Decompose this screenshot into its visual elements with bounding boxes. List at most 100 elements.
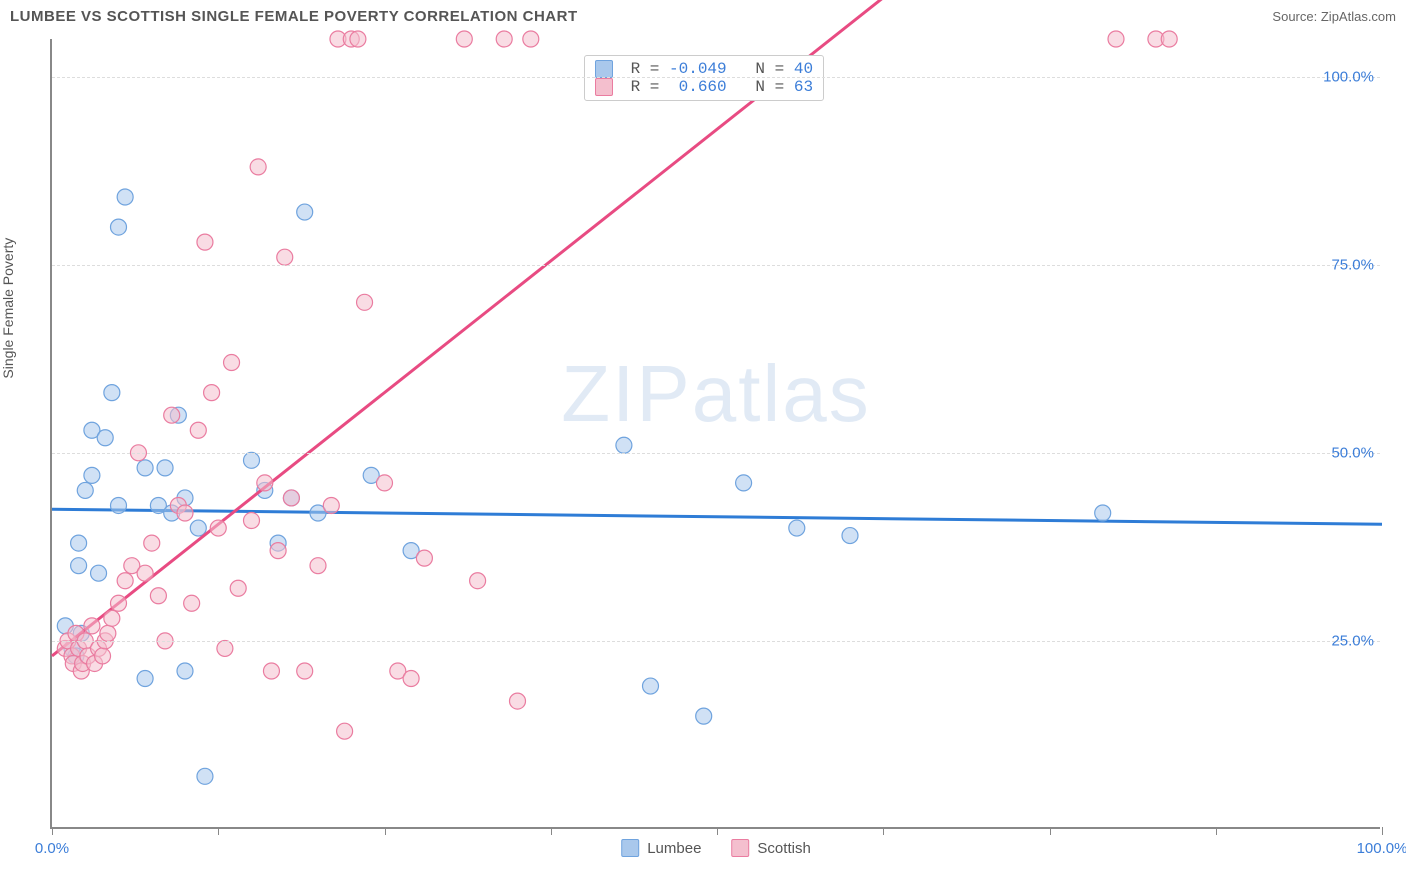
data-point	[184, 595, 200, 611]
legend-item: Lumbee	[621, 839, 701, 857]
data-point	[197, 768, 213, 784]
stats-row: R = -0.049 N = 40	[595, 60, 813, 78]
gridline	[52, 265, 1380, 266]
data-point	[71, 558, 87, 574]
data-point	[224, 355, 240, 371]
data-point	[323, 497, 339, 513]
data-point	[230, 580, 246, 596]
data-point	[297, 663, 313, 679]
data-point	[111, 497, 127, 513]
data-point	[643, 678, 659, 694]
data-point	[190, 422, 206, 438]
legend-swatch	[621, 839, 639, 857]
data-point	[736, 475, 752, 491]
data-point	[95, 648, 111, 664]
data-point	[337, 723, 353, 739]
data-point	[117, 189, 133, 205]
series-swatch	[595, 78, 613, 96]
data-point	[150, 588, 166, 604]
data-point	[616, 437, 632, 453]
data-point	[84, 618, 100, 634]
data-point	[283, 490, 299, 506]
data-point	[164, 407, 180, 423]
x-tick	[1050, 827, 1051, 835]
y-tick-label: 100.0%	[1323, 68, 1374, 85]
data-point	[377, 475, 393, 491]
data-point	[177, 505, 193, 521]
gridline	[52, 77, 1380, 78]
data-point	[696, 708, 712, 724]
gridline	[52, 641, 1380, 642]
source-credit: Source: ZipAtlas.com	[1272, 9, 1396, 24]
data-point	[111, 219, 127, 235]
data-point	[1161, 31, 1177, 47]
legend-bottom: Lumbee Scottish	[621, 839, 811, 857]
x-tick	[551, 827, 552, 835]
data-point	[842, 528, 858, 544]
data-point	[270, 543, 286, 559]
x-tick	[385, 827, 386, 835]
x-tick	[1382, 827, 1383, 835]
legend-label: Scottish	[757, 840, 810, 857]
y-axis-label: Single Female Poverty	[0, 238, 16, 379]
data-point	[277, 249, 293, 265]
data-point	[350, 31, 366, 47]
chart-container: Single Female Poverty ZIPatlas R = -0.04…	[10, 29, 1396, 869]
data-point	[104, 610, 120, 626]
gridline	[52, 453, 1380, 454]
x-tick	[1216, 827, 1217, 835]
data-point	[84, 467, 100, 483]
data-point	[137, 671, 153, 687]
source-link[interactable]: ZipAtlas.com	[1321, 9, 1396, 24]
data-point	[523, 31, 539, 47]
legend-label: Lumbee	[647, 840, 701, 857]
data-point	[100, 625, 116, 641]
data-point	[190, 520, 206, 536]
data-point	[91, 565, 107, 581]
chart-title: LUMBEE VS SCOTTISH SINGLE FEMALE POVERTY…	[10, 8, 578, 25]
data-point	[144, 535, 160, 551]
x-tick	[717, 827, 718, 835]
data-point	[470, 573, 486, 589]
data-point	[263, 663, 279, 679]
legend-swatch	[731, 839, 749, 857]
stats-row: R = 0.660 N = 63	[595, 78, 813, 96]
data-point	[297, 204, 313, 220]
legend-item: Scottish	[731, 839, 810, 857]
data-point	[210, 520, 226, 536]
data-point	[104, 385, 120, 401]
x-tick	[52, 827, 53, 835]
data-point	[244, 452, 260, 468]
data-point	[416, 550, 432, 566]
data-point	[137, 565, 153, 581]
data-point	[137, 460, 153, 476]
data-point	[177, 663, 193, 679]
plot-area: ZIPatlas R = -0.049 N = 40 R = 0.660 N =…	[50, 39, 1380, 829]
x-tick	[883, 827, 884, 835]
data-point	[1108, 31, 1124, 47]
data-point	[510, 693, 526, 709]
data-point	[257, 475, 273, 491]
stats-legend-box: R = -0.049 N = 40 R = 0.660 N = 63	[584, 55, 824, 101]
data-point	[157, 460, 173, 476]
y-tick-label: 75.0%	[1331, 256, 1374, 273]
y-tick-label: 25.0%	[1331, 632, 1374, 649]
data-point	[111, 595, 127, 611]
data-point	[403, 671, 419, 687]
data-point	[204, 385, 220, 401]
data-point	[197, 234, 213, 250]
data-point	[789, 520, 805, 536]
header: LUMBEE VS SCOTTISH SINGLE FEMALE POVERTY…	[0, 0, 1406, 29]
data-point	[77, 482, 93, 498]
data-point	[496, 31, 512, 47]
data-point	[250, 159, 266, 175]
data-point	[456, 31, 472, 47]
x-tick	[218, 827, 219, 835]
y-tick-label: 50.0%	[1331, 444, 1374, 461]
data-point	[217, 640, 233, 656]
data-point	[310, 558, 326, 574]
data-point	[1095, 505, 1111, 521]
data-point	[357, 294, 373, 310]
data-point	[97, 430, 113, 446]
scatter-svg	[52, 39, 1380, 827]
